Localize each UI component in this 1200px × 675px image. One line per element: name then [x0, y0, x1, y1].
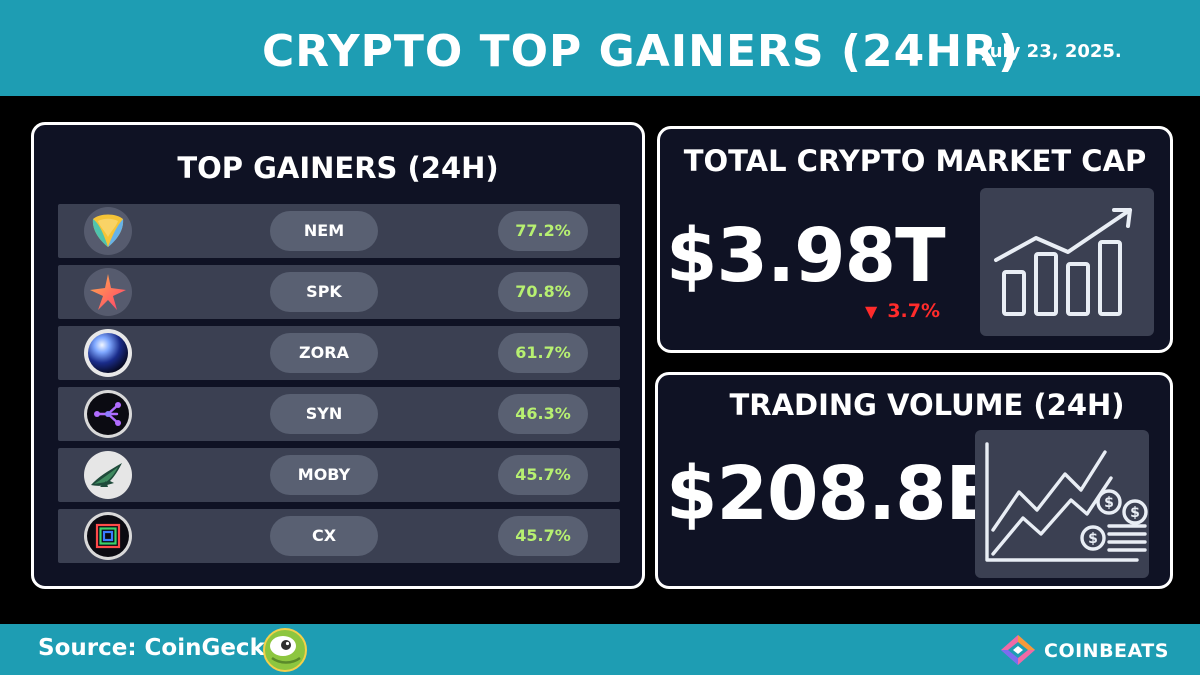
zora-orb-icon	[84, 329, 132, 377]
gainer-ticker: SPK	[270, 272, 378, 312]
gainer-ticker: SYN	[270, 394, 378, 434]
header-bar: CRYPTO TOP GAINERS (24HR) July 23, 2025.	[0, 0, 1200, 96]
down-triangle-icon: ▼	[865, 302, 878, 321]
gainer-change: 70.8%	[498, 272, 588, 312]
gainer-ticker: ZORA	[270, 333, 378, 373]
market-cap-change-value: 3.7%	[887, 300, 941, 322]
gainer-row-zora: ZORA 61.7%	[58, 326, 620, 380]
coinbeats-logo-icon	[1000, 634, 1036, 666]
gainer-change: 61.7%	[498, 333, 588, 373]
gainer-row-moby: MOBY 45.7%	[58, 448, 620, 502]
moby-whale-icon	[84, 451, 132, 499]
gainer-ticker: MOBY	[270, 455, 378, 495]
gainer-change: 45.7%	[498, 516, 588, 556]
market-cap-change: ▼ 3.7%	[865, 300, 940, 322]
gainer-change: 46.3%	[498, 394, 588, 434]
svg-text:$: $	[1104, 495, 1114, 511]
page-title: CRYPTO TOP GAINERS (24HR)	[262, 26, 1020, 77]
top-gainers-panel: TOP GAINERS (24H) NEM 77.2%	[31, 122, 645, 589]
nem-logo-icon	[84, 207, 132, 255]
svg-text:$: $	[1088, 531, 1098, 547]
coinbeats-brand-name: COINBEATS	[1044, 640, 1169, 662]
trend-coins-icon: $ $ $	[975, 430, 1149, 578]
trading-volume-title: TRADING VOLUME (24H)	[729, 388, 1125, 422]
gainer-ticker: CX	[270, 516, 378, 556]
spk-star-icon	[84, 268, 132, 316]
top-gainers-title: TOP GAINERS (24H)	[177, 151, 499, 185]
svg-text:$: $	[1130, 505, 1140, 521]
coinbeats-brand: COINBEATS	[1000, 634, 1170, 666]
trading-volume-panel: TRADING VOLUME (24H) $208.8B $ $ $	[655, 372, 1173, 589]
market-cap-value: $3.98T	[666, 213, 946, 299]
gainer-change: 45.7%	[498, 455, 588, 495]
market-cap-title: TOTAL CRYPTO MARKET CAP	[683, 144, 1147, 178]
footer-bar: Source: CoinGecko COINBEATS	[0, 624, 1200, 675]
gainer-change: 77.2%	[498, 211, 588, 251]
gainer-row-nem: NEM 77.2%	[58, 204, 620, 258]
coingecko-logo-icon	[262, 628, 308, 672]
gainer-row-cx: CX 45.7%	[58, 509, 620, 563]
cx-squares-icon	[84, 512, 132, 560]
report-date: July 23, 2025.	[983, 41, 1122, 62]
bar-chart-up-icon	[980, 188, 1154, 336]
market-cap-panel: TOTAL CRYPTO MARKET CAP $3.98T ▼ 3.7%	[657, 126, 1173, 353]
gainer-row-syn: SYN 46.3%	[58, 387, 620, 441]
gainer-row-spk: SPK 70.8%	[58, 265, 620, 319]
syn-network-icon	[84, 390, 132, 438]
source-label: Source: CoinGecko	[38, 635, 281, 661]
trading-volume-value: $208.8B	[666, 451, 1002, 537]
gainer-ticker: NEM	[270, 211, 378, 251]
